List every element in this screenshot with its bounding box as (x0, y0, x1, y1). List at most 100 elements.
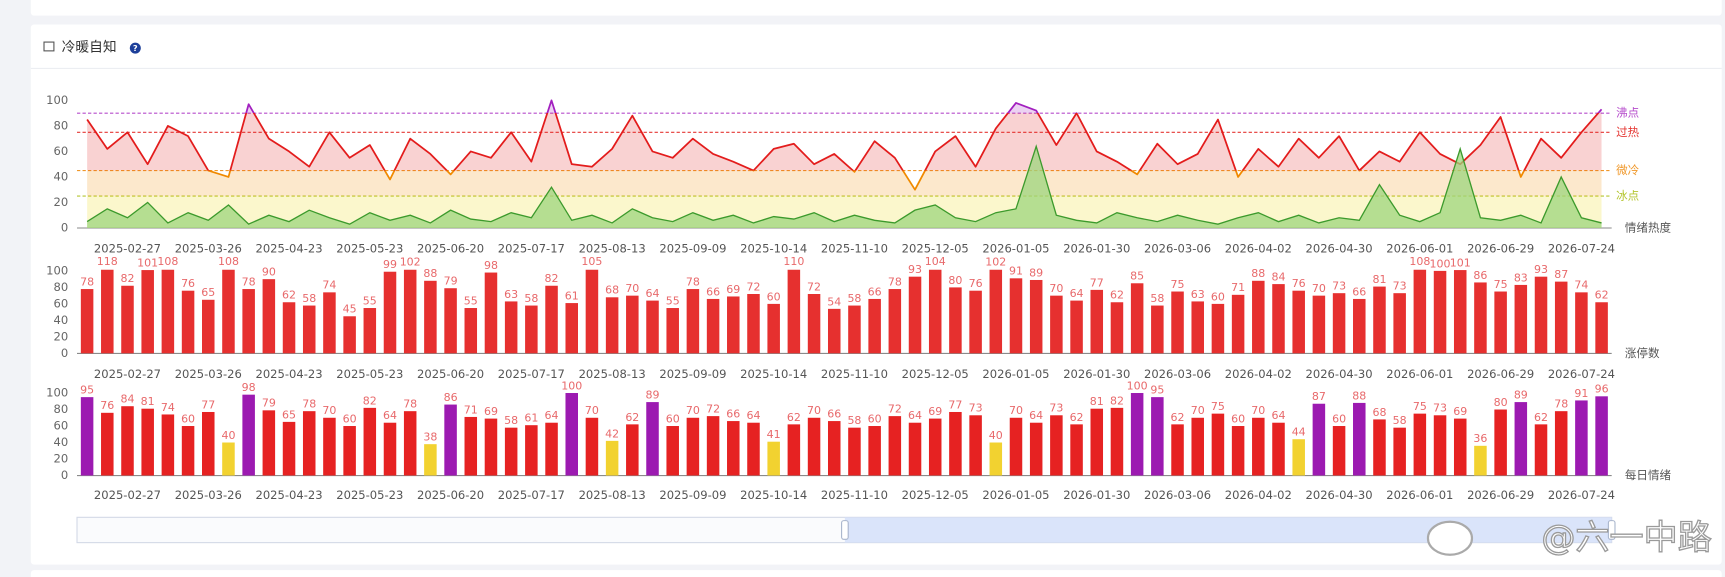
bar (1575, 400, 1588, 476)
bar (1171, 291, 1184, 354)
bar (1211, 303, 1225, 354)
value-label: 69 (928, 405, 942, 418)
x-tick-label: 2026-04-30 (1306, 241, 1373, 255)
value-label: 58 (847, 292, 861, 305)
bar (403, 411, 417, 476)
x-tick-label: 2026-04-02 (1225, 367, 1292, 381)
value-label: 62 (1171, 411, 1185, 424)
bar (302, 305, 316, 354)
slider-handle[interactable] (1607, 520, 1616, 540)
x-tick-label: 2025-10-14 (740, 241, 807, 255)
value-label: 72 (706, 403, 720, 416)
bar (1575, 292, 1588, 354)
bar (1332, 426, 1346, 476)
bar (585, 417, 599, 476)
bar (605, 297, 619, 354)
value-label: 82 (120, 272, 134, 285)
bar (121, 406, 134, 476)
weibo-logo (1426, 520, 1474, 556)
bar (1130, 393, 1144, 476)
y-tick-label: 100 (46, 386, 68, 400)
value-label: 100 (561, 379, 582, 392)
bar (363, 407, 377, 476)
bar (222, 269, 235, 354)
bar (706, 298, 720, 354)
bar (484, 272, 498, 354)
y-tick-label: 80 (54, 118, 69, 132)
value-label: 71 (1231, 281, 1245, 294)
x-tick-label: 2026-03-06 (1144, 241, 1211, 255)
bar (545, 285, 558, 354)
value-label: 75 (1211, 400, 1225, 413)
bar (827, 421, 841, 476)
value-label: 108 (1409, 255, 1430, 268)
bar (949, 287, 962, 354)
x-tick-label: 2026-01-05 (982, 241, 1049, 255)
bar (242, 289, 255, 354)
x-tick-label: 2026-01-05 (982, 367, 1049, 381)
x-tick-label: 2025-09-09 (659, 488, 726, 502)
value-label: 70 (807, 404, 821, 417)
value-label: 83 (1514, 271, 1528, 284)
x-tick-label: 2026-07-24 (1548, 241, 1615, 255)
zoom-slider[interactable] (76, 516, 1616, 544)
value-label: 69 (484, 405, 498, 418)
value-label: 60 (1231, 412, 1245, 425)
bar (1231, 426, 1245, 476)
value-label: 45 (343, 303, 357, 316)
value-label: 102 (985, 256, 1006, 269)
value-label: 55 (464, 294, 478, 307)
slider-selection (844, 517, 1612, 543)
value-label: 73 (1049, 402, 1063, 415)
value-label: 64 (746, 409, 760, 422)
y-tick-label: 40 (54, 313, 69, 327)
x-tick-label: 2026-03-06 (1144, 367, 1211, 381)
bar (1110, 407, 1124, 476)
bar (1090, 408, 1104, 476)
bar (727, 421, 740, 476)
bar (706, 416, 720, 476)
value-label: 98 (242, 381, 256, 394)
value-label: 44 (1292, 426, 1306, 439)
bar (686, 417, 700, 476)
bar (747, 422, 760, 476)
threshold-label: 冰点 (1616, 189, 1639, 203)
low-line (86, 144, 1602, 225)
bar (1494, 409, 1507, 476)
value-label: 42 (605, 427, 619, 440)
bar (1110, 302, 1124, 354)
x-tick-label: 2026-04-30 (1306, 367, 1373, 381)
slider-handle[interactable] (841, 520, 849, 540)
bar (1433, 270, 1447, 354)
value-label: 93 (1534, 263, 1548, 276)
value-label: 66 (868, 285, 882, 298)
x-tick-label: 2025-09-09 (659, 241, 726, 255)
x-tick-label: 2025-11-10 (821, 367, 888, 381)
bar (565, 303, 579, 354)
area (87, 146, 1602, 228)
value-label: 76 (181, 277, 195, 290)
bar (1070, 300, 1083, 354)
x-tick-label: 2025-06-20 (417, 241, 484, 255)
value-label: 75 (1171, 278, 1185, 291)
bar (262, 410, 276, 476)
value-label: 70 (1251, 404, 1265, 417)
bar (686, 289, 700, 354)
value-label: 91 (1009, 265, 1023, 278)
y-tick-label: 40 (54, 169, 69, 183)
bar (1373, 419, 1386, 476)
value-label: 70 (585, 404, 599, 417)
value-label: 71 (464, 403, 478, 416)
bar (444, 404, 457, 476)
bar (1554, 411, 1568, 476)
y-tick-label: 20 (54, 452, 69, 466)
value-label: 64 (1272, 409, 1286, 422)
help-icon[interactable] (129, 42, 141, 54)
value-label: 86 (1473, 269, 1487, 282)
value-label: 64 (908, 409, 922, 422)
bar (1191, 301, 1204, 354)
value-label: 105 (581, 255, 602, 268)
bar (141, 270, 154, 354)
bar (141, 408, 154, 476)
